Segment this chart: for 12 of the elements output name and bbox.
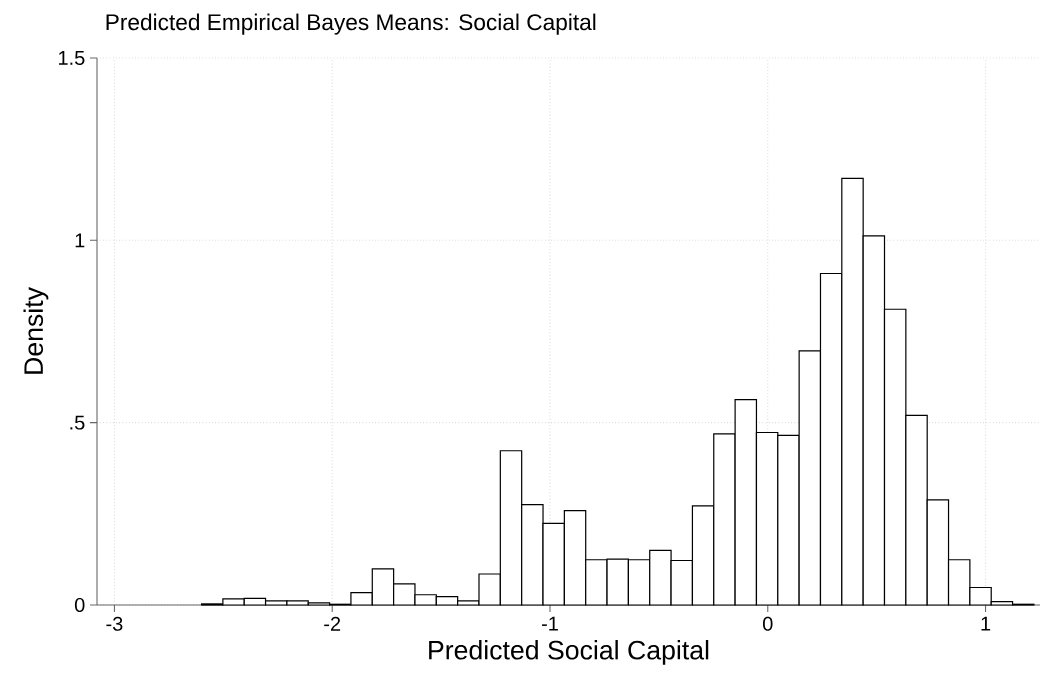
x-tick-label: -1 [541, 616, 558, 631]
x-tick-label: -2 [324, 616, 341, 631]
x-axis-title: Predicted Social Capital [429, 640, 709, 665]
x-tick-label: -3 [106, 616, 123, 631]
y-axis-title: Density [23, 287, 49, 374]
chart-title: Predicted Empirical Bayes Means: Social Capital [106, 13, 596, 35]
x-tick-label: 1 [981, 616, 991, 631]
y-tick-label: 1 [75, 233, 85, 248]
x-tick-label: 0 [762, 616, 773, 631]
y-tick-label: 0 [74, 597, 85, 613]
y-tick-label: 1.5 [59, 51, 85, 65]
y-tick-label: .5 [70, 415, 85, 430]
